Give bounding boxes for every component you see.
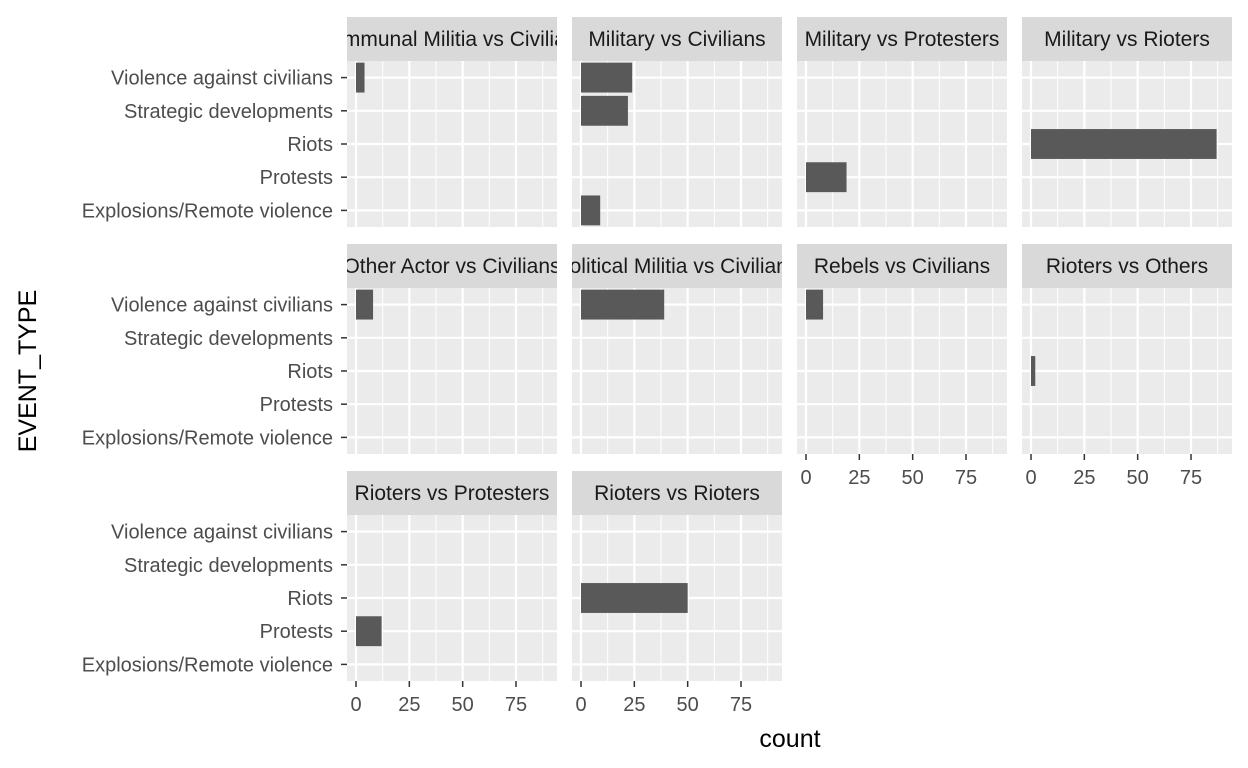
- y-tick-label: Riots: [287, 134, 333, 156]
- x-tick-label: 25: [848, 467, 870, 489]
- facet-title: Other Actor vs Civilians: [343, 255, 560, 278]
- facet-title: Military vs Protesters: [805, 28, 1000, 51]
- bar: [806, 162, 847, 193]
- facet-panel: Military vs Civilians: [572, 17, 782, 227]
- facet-panel: Communal Militia vs Civilians: [316, 17, 588, 227]
- facet-strip: [1022, 244, 1232, 288]
- x-tick-label: 75: [955, 467, 977, 489]
- bar: [356, 616, 382, 647]
- x-tick-label: 75: [1180, 467, 1202, 489]
- bar: [1031, 129, 1217, 159]
- x-axis-title: count: [759, 725, 820, 753]
- facet-strip: [347, 244, 557, 288]
- x-tick-label: 50: [902, 467, 924, 489]
- facet-strip: [1022, 17, 1232, 61]
- facet-strip: [572, 244, 782, 288]
- x-tick-label: 50: [1127, 467, 1149, 489]
- facet-strip: [797, 244, 1007, 288]
- facet-strip: [797, 17, 1007, 61]
- facet-panel: Rioters vs Others: [1022, 244, 1232, 454]
- x-tick-label: 50: [452, 694, 474, 716]
- facet-title: Military vs Civilians: [588, 28, 765, 51]
- facet-title: Rioters vs Protesters: [355, 482, 550, 505]
- facet-title: Rioters vs Rioters: [594, 482, 760, 505]
- facet-panels: Communal Militia vs Civilians Military vs…: [316, 17, 1232, 681]
- facet-panel: Rioters vs Rioters: [572, 471, 782, 681]
- x-tick-label: 0: [1025, 467, 1036, 489]
- facet-title: Military vs Rioters: [1044, 28, 1210, 51]
- facet-panel: Military vs Protesters: [797, 17, 1007, 227]
- x-tick-label: 0: [350, 694, 361, 716]
- bar: [356, 62, 365, 93]
- y-tick-label: Strategic developments: [124, 101, 333, 123]
- bar: [356, 289, 374, 320]
- facet-strip: [347, 471, 557, 515]
- y-axis-title: EVENT_TYPE: [14, 290, 42, 453]
- x-axes: 0 25 50 75 0 25 50 75 0 25 50 75 0 25 50 75: [350, 454, 1202, 716]
- y-tick-label: Riots: [287, 588, 333, 610]
- x-tick-label: 25: [1073, 467, 1095, 489]
- y-tick-label: Protests: [260, 394, 333, 416]
- x-tick-label: 25: [623, 694, 645, 716]
- facet-title: Political Militia vs Civilians: [556, 255, 799, 278]
- y-tick-label: Explosions/Remote violence: [82, 200, 333, 222]
- y-tick-label: Strategic developments: [124, 555, 333, 577]
- y-tick-label: Strategic developments: [124, 328, 333, 350]
- facet-panel: Military vs Rioters: [1022, 17, 1232, 227]
- facet-panel: Rioters vs Protesters: [347, 471, 557, 681]
- bar: [581, 95, 628, 126]
- bar: [581, 195, 601, 226]
- bar: [806, 289, 824, 320]
- y-tick-label: Protests: [260, 167, 333, 189]
- x-tick-label: 75: [730, 694, 752, 716]
- facet-strip: [347, 17, 557, 61]
- facet-panel: Rebels vs Civilians: [797, 244, 1007, 454]
- y-tick-label: Riots: [287, 361, 333, 383]
- y-tick-label: Violence against civilians: [111, 522, 333, 544]
- x-tick-label: 75: [505, 694, 527, 716]
- bar: [581, 62, 633, 93]
- facet-panel: Other Actor vs Civilians: [343, 244, 560, 454]
- y-tick-label: Explosions/Remote violence: [82, 654, 333, 676]
- facet-strip: [572, 471, 782, 515]
- y-tick-label: Violence against civilians: [111, 295, 333, 317]
- y-axes: Violence against civilians Strategic deve…: [82, 68, 347, 676]
- facet-panel: Political Militia vs Civilians: [556, 244, 799, 454]
- bar: [581, 289, 665, 320]
- bar: [1031, 356, 1036, 386]
- x-tick-label: 25: [398, 694, 420, 716]
- facet-title: Rioters vs Others: [1046, 255, 1208, 278]
- y-tick-label: Violence against civilians: [111, 68, 333, 90]
- facet-title: Rebels vs Civilians: [814, 255, 990, 278]
- facet-title: Communal Militia vs Civilians: [316, 28, 588, 51]
- facet-strip: [572, 17, 782, 61]
- y-tick-label: Protests: [260, 621, 333, 643]
- x-tick-label: 0: [800, 467, 811, 489]
- bar: [581, 583, 688, 613]
- y-tick-label: Explosions/Remote violence: [82, 427, 333, 449]
- x-tick-label: 0: [575, 694, 586, 716]
- x-tick-label: 50: [677, 694, 699, 716]
